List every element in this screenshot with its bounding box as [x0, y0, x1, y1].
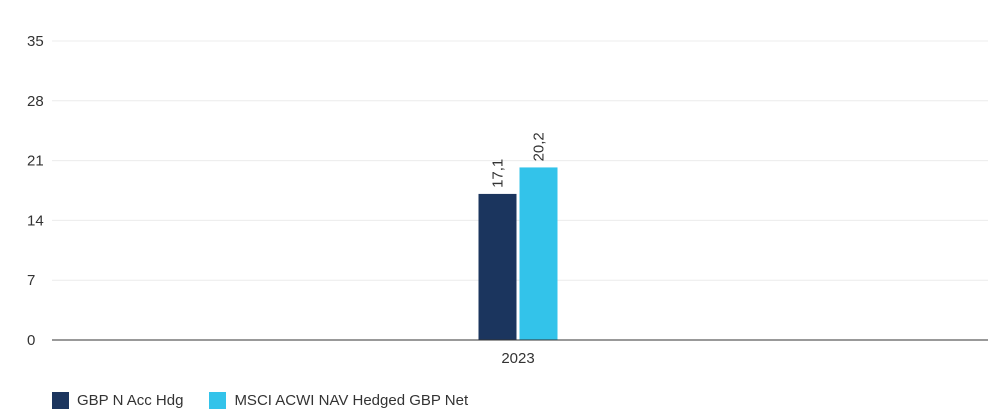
- bar-series-2: [519, 167, 558, 340]
- y-tick-label: 0: [27, 332, 35, 349]
- legend: GBP N Acc Hdg MSCI ACWI NAV Hedged GBP N…: [52, 392, 468, 409]
- gridlines: [52, 40, 988, 281]
- y-tick-label: 35: [27, 33, 44, 50]
- y-tick-label: 21: [27, 153, 44, 170]
- x-axis: 2023: [52, 339, 988, 367]
- y-tick-label: 28: [27, 93, 44, 110]
- legend-label-series-2: MSCI ACWI NAV Hedged GBP Net: [234, 392, 469, 409]
- legend-label-series-1: GBP N Acc Hdg: [77, 392, 184, 409]
- legend-item-series-2: MSCI ACWI NAV Hedged GBP Net: [209, 392, 468, 409]
- y-axis: 0 7 14 21 28 35: [27, 33, 44, 349]
- legend-item-series-1: GBP N Acc Hdg: [52, 392, 183, 409]
- bars: 17,1 20,2: [478, 132, 558, 340]
- legend-swatch-series-1: [52, 392, 69, 409]
- y-tick-label: 7: [27, 272, 35, 289]
- data-label-series-2: 20,2: [531, 132, 548, 161]
- legend-swatch-series-2: [209, 392, 227, 409]
- y-tick-label: 14: [27, 212, 44, 229]
- data-label-series-1: 17,1: [490, 159, 507, 188]
- x-tick-label: 2023: [501, 350, 534, 367]
- bar-series-1: [478, 193, 517, 340]
